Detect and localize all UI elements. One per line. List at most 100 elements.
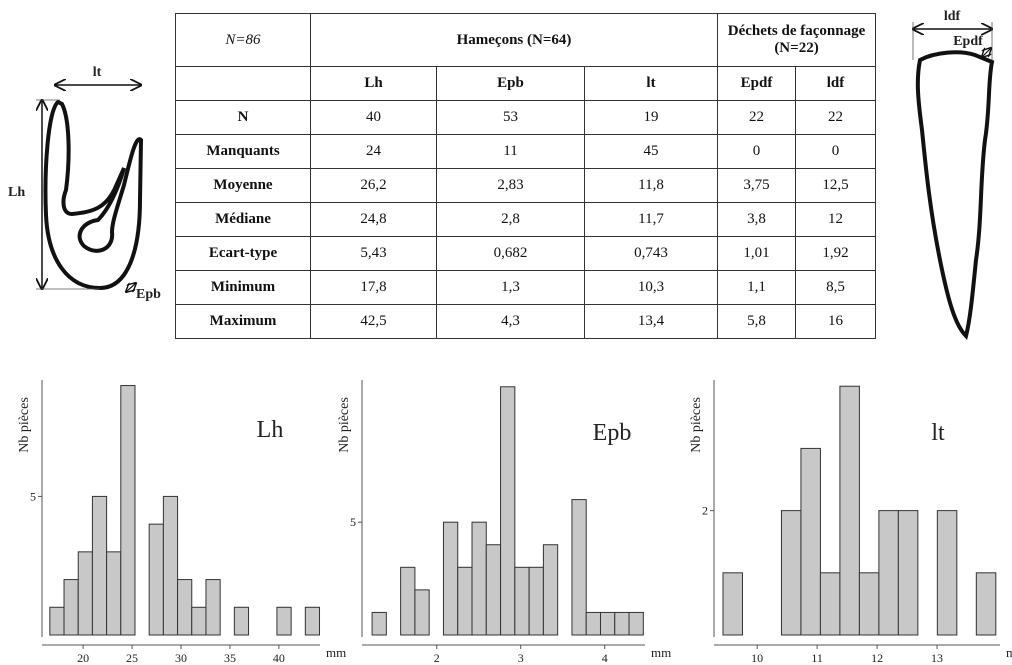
dimension-label: Epdf: [953, 34, 983, 49]
bar: [839, 385, 860, 636]
table-cell: 13,4: [584, 304, 718, 339]
y-tick-label: 2: [702, 504, 708, 518]
stats-table: N=86 Hameçons (N=64) Déchets de façonnag…: [175, 13, 876, 339]
y-axis-label: Nb pièces: [337, 397, 352, 453]
table-cell: Epb: [436, 66, 585, 101]
bar: [442, 521, 459, 636]
table-cell: 1,1: [717, 270, 796, 305]
dimension-label: Lh: [8, 185, 25, 200]
table-cell: 19: [584, 100, 718, 135]
table-cell: Minimum: [175, 270, 311, 305]
annotation: Lh: [257, 417, 284, 443]
table-cell: 3,8: [717, 202, 796, 237]
table-cell: 12,5: [795, 168, 876, 203]
table-cell: Epdf: [717, 66, 796, 101]
bar: [91, 495, 108, 636]
x-tick-label: 13: [931, 651, 943, 665]
bar: [457, 566, 473, 636]
x-tick-label: 30: [175, 651, 187, 665]
table-cell: Manquants: [175, 134, 311, 169]
table-cell: 2,83: [436, 168, 585, 203]
table-cell: 26,2: [310, 168, 437, 203]
y-axis-label: Nb pièces: [17, 397, 32, 453]
hook-diagram: lt Lh Epb: [8, 65, 161, 302]
bar: [614, 611, 630, 636]
annotation: Epb: [593, 420, 632, 446]
bar: [177, 579, 193, 636]
x-tick-label: 11: [811, 651, 823, 665]
table-cell: 12: [795, 202, 876, 237]
table-cell: 3,75: [717, 168, 796, 203]
histogram-panel: 5 2 3 4 mm Nb pièces Epb: [337, 380, 671, 665]
table-cell: 53: [436, 100, 585, 135]
annotation: lt: [931, 420, 945, 446]
table-cell: 0,682: [436, 236, 585, 271]
header-cell: Hameçons (N=64): [310, 13, 718, 67]
table-cell: Moyenne: [175, 168, 311, 203]
x-axis-label: mm: [651, 645, 671, 660]
bar: [897, 510, 919, 636]
header-cell: N=86: [175, 13, 311, 67]
dimension-label: lt: [93, 65, 102, 80]
x-tick-label: 2: [434, 651, 440, 665]
histogram-panel: 5 20 25 30 35 40 mm Nb pièces Lh: [17, 380, 346, 665]
table-cell: 42,5: [310, 304, 437, 339]
table-cell: 1,3: [436, 270, 585, 305]
dimension-label: Epb: [136, 287, 161, 302]
table-row: Maximum 42,5 4,3 13,4 5,8 16: [175, 304, 876, 339]
bar: [191, 606, 207, 636]
histogram-panel: 2 10 11 12 13 mm Nb pièces lt: [689, 380, 1012, 665]
y-tick-label: 5: [350, 515, 356, 529]
table-cell: 1,92: [795, 236, 876, 271]
bar: [599, 611, 616, 636]
x-axis-label: mm: [326, 645, 346, 660]
bar: [500, 386, 516, 636]
bar: [233, 606, 250, 636]
x-tick-label: 10: [751, 651, 763, 665]
table-cell: 2,8: [436, 202, 585, 237]
table-row: Moyenne 26,2 2,83 11,8 3,75 12,5: [175, 168, 876, 203]
table-row: Ecart-type 5,43 0,682 0,743 1,01 1,92: [175, 236, 876, 271]
blank-diagram: ldf Epdf: [913, 9, 995, 340]
bar: [878, 510, 899, 636]
x-tick-label: 25: [126, 651, 138, 665]
table-cell: 5,8: [717, 304, 796, 339]
table-cell: Maximum: [175, 304, 311, 339]
bar: [371, 611, 387, 636]
bar: [77, 551, 93, 636]
bar: [162, 495, 179, 636]
bar: [528, 566, 544, 636]
table-row: Manquants 24 11 45 0 0: [175, 134, 876, 169]
empty-cell: [175, 66, 311, 101]
table-cell: lt: [584, 66, 718, 101]
table-cell: 16: [795, 304, 876, 339]
table-cell: 24,8: [310, 202, 437, 237]
table-cell: 10,3: [584, 270, 718, 305]
bar: [722, 572, 743, 636]
table-cell: Lh: [310, 66, 437, 101]
table-cell: 0,743: [584, 236, 718, 271]
x-tick-label: 40: [273, 651, 285, 665]
x-axis-label: mm: [1006, 645, 1012, 660]
bar: [858, 572, 880, 636]
bar: [304, 606, 321, 636]
table-cell: 4,3: [436, 304, 585, 339]
bar: [148, 523, 164, 636]
bar: [471, 521, 487, 636]
table-cell: 22: [795, 100, 876, 135]
bar: [819, 572, 841, 636]
bar: [276, 606, 292, 636]
table-cell: 5,43: [310, 236, 437, 271]
header-cell: Déchets de façonnage (N=22): [717, 13, 876, 67]
table-cell: 24: [310, 134, 437, 169]
bar: [571, 499, 587, 636]
bar: [936, 510, 958, 636]
x-tick-label: 3: [518, 651, 524, 665]
dimension-label: ldf: [944, 9, 961, 24]
table-cell: 0: [795, 134, 876, 169]
table-row: Minimum 17,8 1,3 10,3 1,1 8,5: [175, 270, 876, 305]
blank-outline: [915, 50, 995, 340]
x-tick-label: 12: [871, 651, 883, 665]
